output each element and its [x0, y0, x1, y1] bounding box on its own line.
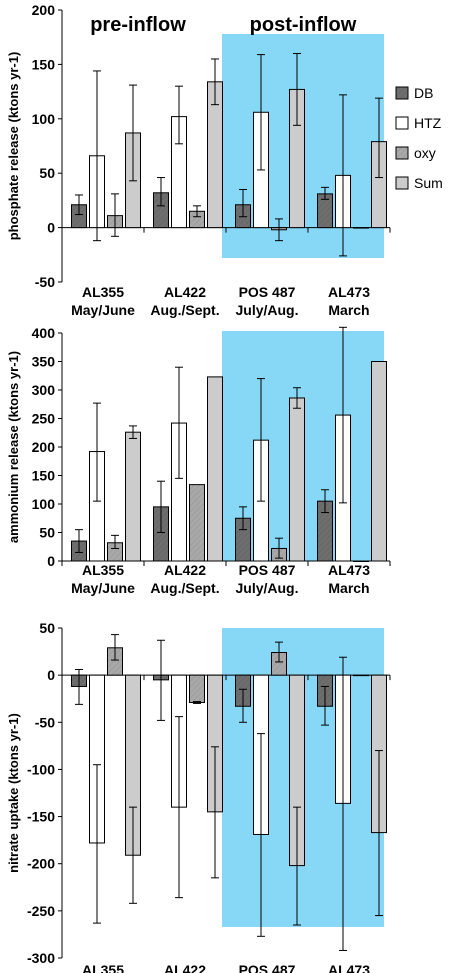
category-sublabel: Aug./Sept. — [150, 580, 219, 596]
category-sublabel: May/June — [71, 302, 135, 318]
legend-label-htz: HTZ — [414, 115, 442, 131]
y-tick-label: -50 — [35, 274, 55, 290]
period-label-post-inflow: post-inflow — [250, 14, 357, 36]
legend-label-db: DB — [414, 85, 433, 101]
y-tick-label: -100 — [27, 761, 55, 777]
category-label: AL355 — [82, 562, 124, 578]
bar-sum-4 — [371, 361, 387, 562]
bar-oxy-2 — [189, 484, 205, 562]
legend-label-oxy: oxy — [414, 145, 436, 161]
y-tick-label: 0 — [47, 553, 55, 569]
chart-panel-1: -50 0 50 100 150 200 phosphate release (ktons … — [6, 2, 443, 318]
y-tick-label: 0 — [47, 220, 55, 236]
y-tick-label: 50 — [39, 620, 55, 636]
y-tick-label: 100 — [32, 111, 56, 127]
period-label-pre-inflow: pre-inflow — [90, 14, 186, 36]
category-sublabel: March — [328, 580, 369, 596]
chart-panel-3: -300 -250 -200 -150 -100 -50 0 50 nitrate uptake… — [6, 620, 391, 973]
y-tick-label: -250 — [27, 903, 55, 919]
y-tick-label: 250 — [32, 411, 56, 427]
category-label: AL422 — [164, 962, 206, 973]
y-tick-label: -300 — [27, 950, 55, 966]
y-tick-label: 50 — [39, 165, 55, 181]
category-sublabel: July/Aug. — [235, 302, 298, 318]
y-tick-label: 150 — [32, 56, 56, 72]
y-axis-label: ammonium release (ktons yr-1) — [6, 351, 21, 543]
y-tick-label: 200 — [32, 2, 56, 18]
bar-oxy-2 — [189, 674, 205, 703]
category-sublabel: Aug./Sept. — [150, 302, 219, 318]
category-label: AL473 — [328, 962, 370, 973]
bar-oxy-4 — [353, 227, 369, 229]
category-label: AL355 — [82, 962, 124, 973]
bar-oxy-4 — [353, 560, 369, 562]
category-label: AL355 — [82, 284, 124, 300]
y-axis-label: phosphate release (ktons yr-1) — [6, 52, 21, 241]
category-sublabel: July/Aug. — [235, 580, 298, 596]
y-tick-label: 300 — [32, 382, 56, 398]
legend: DB HTZ oxy Sum — [395, 85, 443, 191]
bar-oxy-4 — [353, 674, 369, 677]
chart-panel-2: 0 50 100 150 200 250 300 350 400 ammonium release… — [6, 325, 391, 596]
category-label: POS 487 — [239, 562, 296, 578]
y-tick-label: -50 — [35, 714, 55, 730]
y-tick-label: 100 — [32, 496, 56, 512]
category-label: AL473 — [328, 284, 370, 300]
y-tick-label: 350 — [32, 354, 56, 370]
y-tick-label: -200 — [27, 856, 55, 872]
category-sublabel: May/June — [71, 580, 135, 596]
y-tick-label: 50 — [39, 525, 55, 541]
y-tick-label: -150 — [27, 809, 55, 825]
legend-swatch-htz — [395, 116, 409, 130]
category-label: AL422 — [164, 562, 206, 578]
category-label: AL422 — [164, 284, 206, 300]
category-label: POS 487 — [239, 284, 296, 300]
y-tick-label: 200 — [32, 439, 56, 455]
y-tick-label: 150 — [32, 468, 56, 484]
y-tick-label: 0 — [47, 667, 55, 683]
legend-swatch-oxy — [395, 146, 409, 160]
legend-swatch-db — [395, 86, 409, 100]
category-label: AL473 — [328, 562, 370, 578]
y-axis-label: nitrate uptake (ktons yr-1) — [6, 713, 21, 873]
category-label: POS 487 — [239, 962, 296, 973]
category-sublabel: March — [328, 302, 369, 318]
bar-sum-3 — [289, 397, 305, 562]
legend-swatch-sum — [395, 176, 409, 190]
bar-sum-1 — [125, 431, 141, 562]
y-tick-label: 400 — [32, 325, 56, 341]
bar-sum-2 — [207, 376, 223, 562]
legend-label-sum: Sum — [414, 175, 443, 191]
